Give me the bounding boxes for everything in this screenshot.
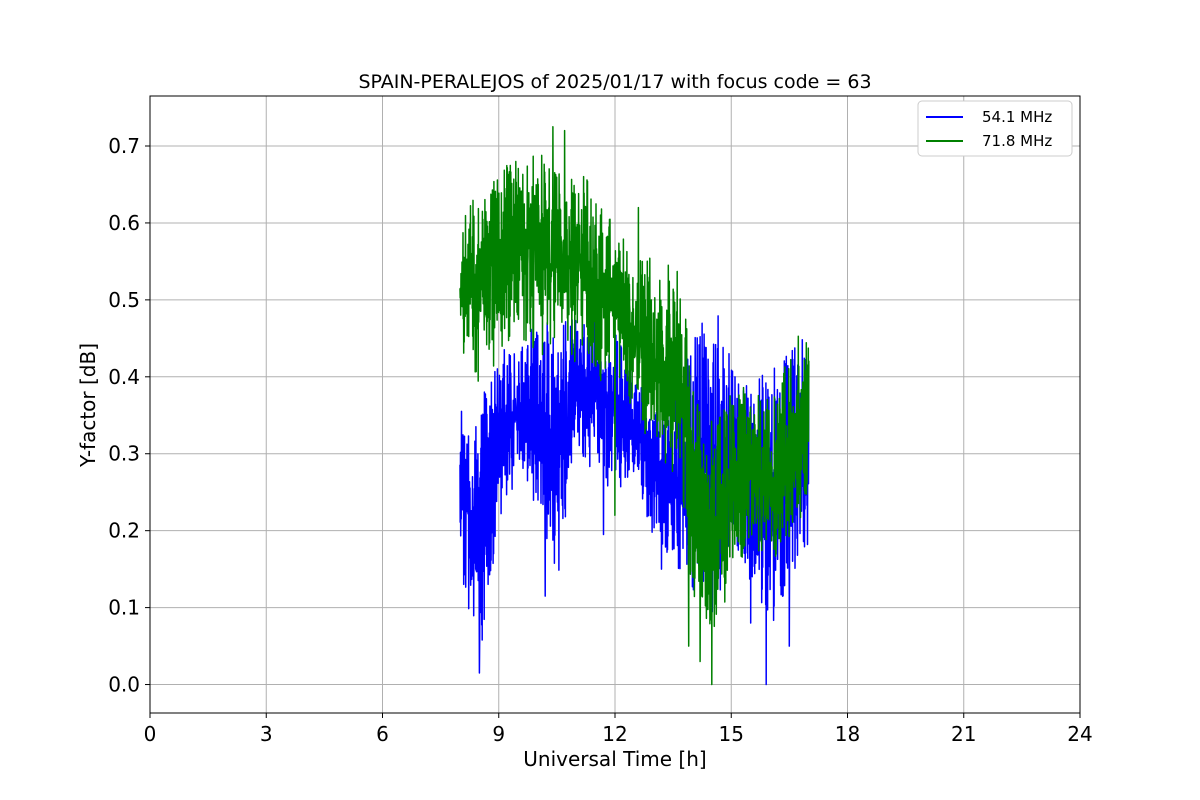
y-tick-label: 0.3 bbox=[108, 442, 140, 466]
y-tick-label: 0.4 bbox=[108, 365, 140, 389]
series-line-54mhz bbox=[459, 312, 810, 686]
y-tick-label: 0.5 bbox=[108, 288, 140, 312]
series-layer bbox=[459, 126, 810, 686]
x-axis-label: Universal Time [h] bbox=[523, 747, 706, 771]
legend-label-54mhz: 54.1 MHz bbox=[982, 108, 1052, 126]
x-tick-label: 15 bbox=[719, 722, 744, 746]
y-axis-label: Y-factor [dB] bbox=[76, 343, 100, 468]
axis-ticks: 0 3 6 9 12 15 18 21 24 0.0 0.1 0.2 0.3 0.4 0.5 0.6 0.7 bbox=[108, 134, 1093, 746]
y-tick-label: 0.7 bbox=[108, 134, 140, 158]
x-tick-label: 12 bbox=[602, 722, 627, 746]
x-tick-label: 9 bbox=[492, 722, 505, 746]
y-tick-label: 0.0 bbox=[108, 673, 140, 697]
y-tick-label: 0.1 bbox=[108, 596, 140, 620]
legend: 54.1 MHz 71.8 MHz bbox=[917, 100, 1073, 157]
chart-title: SPAIN-PERALEJOS of 2025/01/17 with focus… bbox=[358, 71, 871, 93]
y-tick-label: 0.2 bbox=[108, 519, 140, 543]
legend-label-71mhz: 71.8 MHz bbox=[982, 132, 1052, 150]
x-tick-label: 3 bbox=[260, 722, 273, 746]
x-tick-label: 24 bbox=[1067, 722, 1092, 746]
x-tick-label: 0 bbox=[144, 722, 157, 746]
legend-box bbox=[917, 100, 1073, 157]
series-line-71mhz bbox=[459, 126, 810, 686]
x-tick-label: 18 bbox=[835, 722, 860, 746]
x-tick-label: 21 bbox=[951, 722, 976, 746]
y-tick-label: 0.6 bbox=[108, 211, 140, 235]
x-tick-label: 6 bbox=[376, 722, 389, 746]
